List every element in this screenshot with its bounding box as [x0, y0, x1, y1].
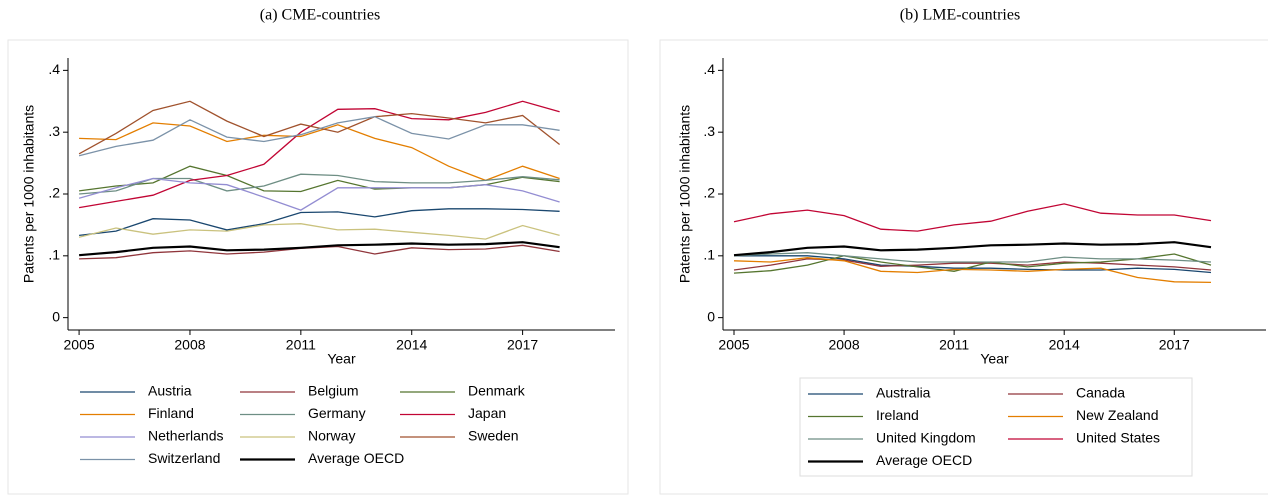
series-line [79, 122, 560, 182]
legend-box [799, 377, 1193, 477]
x-tick-label: 2011 [286, 337, 316, 353]
legend-label: Switzerland [148, 450, 220, 466]
series-line [78, 223, 560, 240]
x-tick-label: 2017 [1159, 337, 1190, 353]
legend-label: Norway [308, 428, 355, 444]
legend-label: Denmark [468, 383, 526, 399]
series-line [79, 241, 560, 257]
series-line [79, 173, 560, 195]
series-line [733, 252, 1212, 263]
x-tick-label: 2014 [1049, 337, 1080, 353]
chart-title: (b) LME-countries [900, 7, 1020, 24]
y-tick-label: 0 [707, 308, 715, 324]
legend-label: Japan [468, 405, 506, 421]
legend-label: Austria [148, 383, 192, 399]
y-axis-title: Patents per 1000 inhabitants [677, 105, 693, 283]
y-tick-label: .3 [48, 123, 60, 139]
panel-border [7, 39, 629, 495]
y-tick-label: .2 [703, 185, 715, 201]
y-tick-label: .2 [48, 185, 60, 201]
y-tick-label: .4 [48, 61, 60, 77]
y-tick-label: 0 [52, 308, 60, 324]
x-tick-label: 2005 [64, 337, 95, 353]
y-tick-label: .3 [703, 123, 715, 139]
series-line [733, 257, 1212, 284]
series-line [78, 177, 560, 211]
series-line [733, 241, 1212, 257]
legend-label: New Zealand [1076, 407, 1159, 423]
series-line [733, 258, 1212, 271]
series-line [79, 208, 560, 237]
series-line [78, 100, 560, 209]
y-tick-label: .1 [703, 247, 715, 263]
x-axis-title: Year [327, 351, 356, 367]
legend-label: Australia [876, 385, 931, 401]
legend-label: Ireland [876, 407, 919, 423]
series-line [733, 203, 1212, 232]
panel-border [659, 39, 1268, 495]
x-axis-title: Year [980, 351, 1009, 367]
x-tick-label: 2014 [396, 337, 427, 353]
legend-label: United Kingdom [876, 430, 976, 446]
chart-title: (a) CME-countries [260, 7, 380, 24]
y-tick-label: .4 [703, 61, 715, 77]
x-tick-label: 2017 [507, 337, 538, 353]
legend-label: Finland [148, 405, 194, 421]
legend-label: United States [1076, 430, 1160, 446]
series-line [78, 100, 561, 155]
series-line [78, 116, 560, 157]
legend-label: Netherlands [148, 428, 224, 444]
y-tick-label: .1 [48, 247, 60, 263]
x-tick-label: 2011 [939, 337, 969, 353]
series-line [734, 255, 1212, 274]
x-tick-label: 2008 [174, 337, 205, 353]
x-tick-label: 2008 [828, 337, 859, 353]
legend-label: Germany [308, 405, 366, 421]
legend-label: Average OECD [876, 452, 972, 468]
legend-label: Sweden [468, 428, 519, 444]
y-axis-title: Patents per 1000 inhabitants [21, 105, 37, 283]
legend-label: Average OECD [308, 450, 404, 466]
legend-label: Belgium [308, 383, 359, 399]
x-tick-label: 2005 [718, 337, 749, 353]
legend-label: Canada [1076, 385, 1125, 401]
